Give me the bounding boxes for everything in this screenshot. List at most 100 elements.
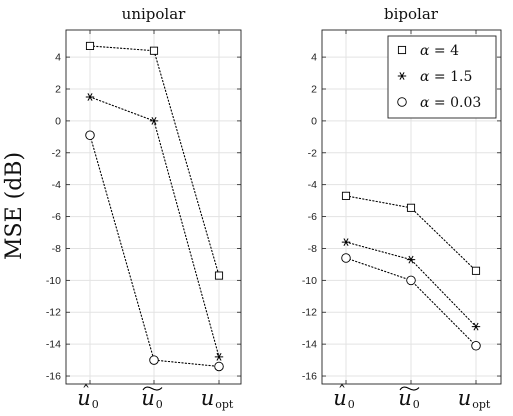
- xtick-label-1-1-tilde: [399, 386, 420, 391]
- axes-frame-0: [65, 29, 242, 385]
- xtick-label-0-1-tilde: [142, 386, 163, 391]
- y-axis-label: MSE (dB): [2, 152, 27, 260]
- data-point-1-asterisk-1: [406, 255, 416, 264]
- ytick-label-0-1: 2: [55, 84, 61, 96]
- xtick-label-0-2-text: uopt: [201, 386, 234, 411]
- data-point-1-square-1: [406, 203, 416, 212]
- panel-unipolar: unipolar 4 2 0 -2 -4 -6 -8 -10 -12 -14 -16 u0ˆ u0 uop…: [46, 5, 242, 411]
- ytick-label-1-3: -2: [308, 147, 317, 159]
- ytick-label-0-5: -6: [52, 211, 61, 223]
- legend-symbol-asterisk: α: [420, 69, 430, 85]
- legend-label-circle: α = 0.03: [420, 95, 481, 111]
- ytick-label-0-6: -8: [52, 243, 61, 255]
- xtick-label-1-2-subscript: opt: [472, 398, 491, 411]
- legend-marker-asterisk: [397, 72, 407, 80]
- xtick-label-1-2: uopt: [458, 386, 491, 411]
- data-point-1-square-1-shape: [406, 203, 416, 212]
- data-point-1-asterisk-1-shape: [406, 255, 416, 264]
- ytick-label-1-9: -14: [302, 339, 317, 351]
- legend-value-square: = 4: [429, 43, 459, 59]
- ytick-label-0-2: 0: [55, 115, 61, 127]
- data-point-0-circle-2-shape: [214, 361, 224, 372]
- legend-marker-circle-shape: [397, 97, 407, 107]
- data-point-1-circle-2: [471, 340, 481, 351]
- data-point-1-circle-2-shape: [471, 340, 481, 351]
- data-point-1-square-0: [341, 191, 351, 200]
- ytick-label-1-4: -4: [308, 179, 317, 191]
- legend-marker-asterisk-shape: [397, 72, 407, 80]
- ytick-label-0-8: -12: [46, 307, 61, 319]
- series-line-1-asterisk: [345, 241, 477, 328]
- legend-marker-square-shape: [397, 45, 407, 55]
- ytick-label-0-9: -14: [46, 339, 61, 351]
- ytick-label-1-6: -8: [308, 243, 317, 255]
- ytick-label-0-7: -10: [46, 275, 61, 287]
- data-point-0-circle-1: [149, 355, 159, 365]
- xtick-label-1-1-subscript: 0: [413, 398, 420, 411]
- data-point-0-square-2-shape: [214, 271, 224, 280]
- legend-label-asterisk: α = 1.5: [420, 69, 472, 85]
- xtick-label-0-0-hat: ˆ: [82, 383, 91, 403]
- axes-frame-1: [321, 29, 502, 385]
- data-point-1-circle-0-shape: [341, 253, 351, 263]
- xtick-label-1-2-text: uopt: [458, 386, 491, 411]
- xtick-label-0-2-subscript: opt: [215, 398, 234, 411]
- legend-symbol-circle: α: [420, 95, 430, 111]
- data-point-1-circle-1-shape: [406, 275, 416, 286]
- ytick-label-1-5: -6: [308, 211, 317, 223]
- data-point-0-asterisk-2: [214, 353, 224, 361]
- data-point-0-circle-2: [214, 361, 224, 372]
- data-point-0-square-0: [85, 41, 95, 50]
- ytick-label-1-10: -16: [302, 371, 317, 383]
- data-point-1-asterisk-0-shape: [341, 238, 351, 246]
- ytick-label-0-0: 4: [55, 52, 61, 64]
- xtick-label-1-1: u0: [398, 386, 420, 411]
- data-point-0-square-2: [214, 271, 224, 280]
- xtick-label-0-0: u0ˆ: [77, 383, 99, 411]
- data-point-0-square-0-shape: [85, 41, 95, 50]
- ytick-label-0-10: -16: [46, 371, 61, 383]
- ytick-label-1-8: -12: [302, 307, 317, 319]
- data-point-0-asterisk-2-shape: [214, 353, 224, 361]
- panel-title-unipolar: unipolar: [122, 5, 186, 23]
- data-point-0-asterisk-0-shape: [85, 93, 95, 101]
- data-point-0-square-1-shape: [149, 46, 159, 55]
- data-point-0-square-1: [149, 46, 159, 55]
- ytick-label-1-1: 2: [311, 84, 317, 96]
- data-point-0-circle-1-shape: [149, 355, 159, 365]
- legend-marker-square: [397, 45, 407, 55]
- panel-title-bipolar: bipolar: [384, 5, 439, 23]
- xtick-label-0-2: uopt: [201, 386, 234, 411]
- legend-symbol-square: α: [420, 43, 430, 59]
- data-point-0-circle-0-shape: [85, 130, 95, 140]
- data-point-1-square-0-shape: [341, 191, 351, 200]
- data-point-1-asterisk-2: [471, 322, 481, 331]
- data-point-1-square-2-shape: [471, 266, 481, 275]
- data-point-0-circle-0: [85, 130, 95, 140]
- legend-label-square: α = 4: [420, 43, 459, 59]
- ytick-label-1-7: -10: [302, 275, 317, 287]
- data-point-0-asterisk-1: [149, 117, 159, 125]
- legend-value-asterisk: = 1.5: [429, 69, 472, 85]
- data-point-1-asterisk-2-shape: [471, 322, 481, 331]
- data-point-1-square-2: [471, 266, 481, 275]
- xtick-label-0-1: u0: [141, 386, 163, 411]
- legend: α = 4α = 1.5α = 0.03: [387, 35, 497, 119]
- xtick-label-1-0-hat: ˆ: [338, 383, 347, 403]
- ytick-label-0-4: -4: [52, 179, 61, 191]
- xtick-label-0-0-subscript: 0: [92, 398, 99, 411]
- data-point-1-circle-0: [341, 253, 351, 263]
- xtick-label-1-0-subscript: 0: [348, 398, 355, 411]
- xtick-label-1-0: u0ˆ: [333, 383, 355, 411]
- data-point-0-asterisk-0: [85, 93, 95, 101]
- data-point-1-circle-1: [406, 275, 416, 286]
- series-line-0-circle: [89, 134, 220, 368]
- ytick-label-1-2: 0: [311, 115, 317, 127]
- xtick-label-0-1-subscript: 0: [156, 398, 163, 411]
- legend-marker-circle: [397, 97, 407, 107]
- ytick-label-1-0: 4: [311, 52, 317, 64]
- ytick-label-0-3: -2: [52, 147, 61, 159]
- data-point-0-asterisk-1-shape: [149, 117, 159, 125]
- data-point-1-asterisk-0: [341, 238, 351, 246]
